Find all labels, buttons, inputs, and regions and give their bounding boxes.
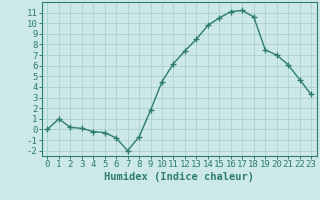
X-axis label: Humidex (Indice chaleur): Humidex (Indice chaleur) — [104, 172, 254, 182]
